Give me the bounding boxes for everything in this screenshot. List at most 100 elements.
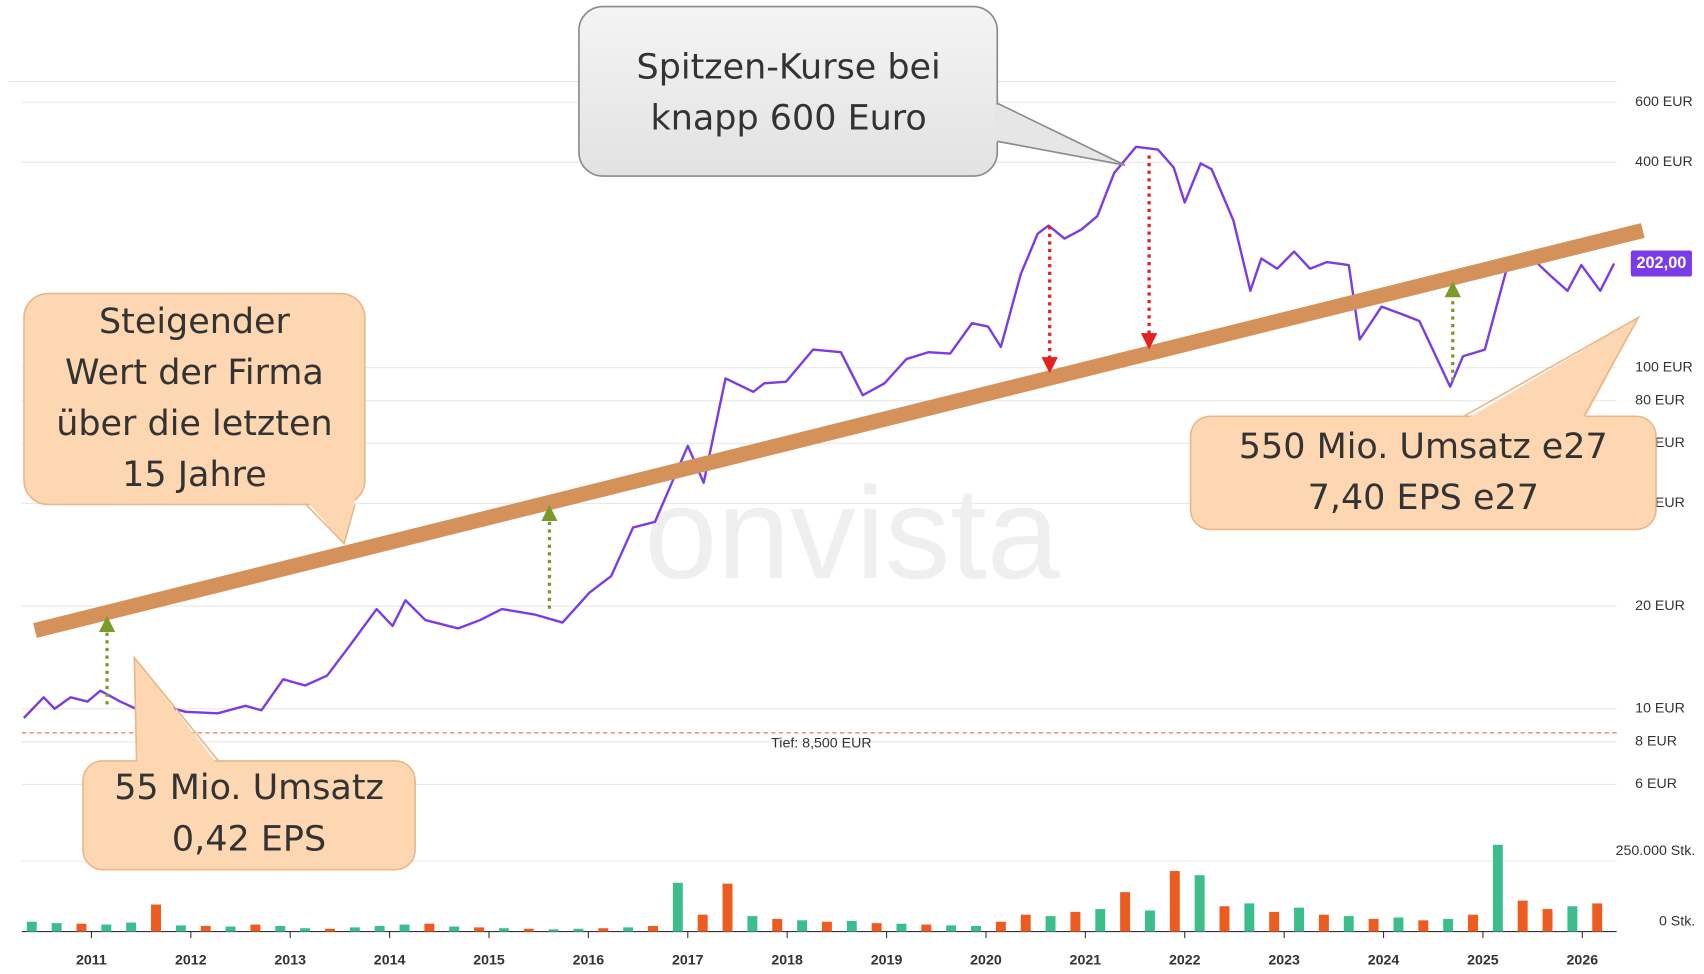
volume-bar — [498, 928, 509, 932]
x-tick-label: 2024 — [1368, 953, 1400, 969]
volume-bar — [101, 924, 112, 932]
x-tick-label: 2017 — [672, 953, 704, 969]
volume-bar — [1219, 906, 1230, 932]
callout-box — [82, 760, 416, 871]
volume-bar — [1269, 911, 1280, 932]
callout-text: 0,42 EPS — [172, 819, 326, 859]
volume-bar — [896, 923, 907, 932]
volume-bar — [1468, 914, 1478, 932]
y-tick-label: 6 EUR — [1635, 776, 1677, 792]
callout-box — [1189, 415, 1657, 531]
volume-bar — [797, 920, 808, 932]
volume-bar — [200, 925, 211, 932]
callout — [23, 292, 366, 546]
volume-tick-label: 250.000 Stk. — [1616, 843, 1696, 859]
volume-bar — [1194, 875, 1205, 932]
arrows — [98, 155, 1461, 705]
x-tick-label: 2021 — [1070, 953, 1102, 969]
callout-box — [578, 5, 999, 177]
volume-bar — [1169, 870, 1180, 932]
y-tick-label: 8 EUR — [1635, 734, 1677, 750]
volume-bar — [1294, 907, 1305, 932]
volume-bar — [821, 921, 832, 932]
volume-bar — [598, 928, 609, 932]
x-tick-label: 2022 — [1169, 953, 1201, 969]
volume-bar — [1144, 910, 1155, 932]
volume-bar — [374, 925, 385, 932]
volume-bar — [26, 921, 37, 932]
price-line — [22, 145, 1616, 719]
volume-bar — [871, 923, 882, 932]
x-tick-label: 2014 — [374, 953, 406, 969]
volume-bar — [846, 920, 857, 932]
volume-bar — [1045, 916, 1056, 932]
price-tag-label: 202,00 — [1636, 254, 1686, 272]
x-tick-label: 2013 — [274, 953, 306, 969]
volume-bar — [76, 923, 87, 932]
volume-bar — [1020, 914, 1031, 932]
volume-bar — [225, 926, 236, 932]
x-tick-label: 2015 — [473, 953, 505, 969]
y-tick-label: 80 EUR — [1635, 392, 1685, 408]
callout-text: 15 Jahre — [122, 455, 267, 495]
callout-text: knapp 600 Euro — [651, 99, 927, 139]
x-tick-label: 2023 — [1268, 953, 1300, 969]
volume-bar — [1343, 916, 1354, 932]
volume-bar — [1567, 906, 1578, 932]
y-tick-label: 600 EUR — [1635, 94, 1693, 110]
volume-bar — [921, 924, 932, 932]
x-tick-label: 2018 — [771, 953, 803, 969]
volume-bar — [275, 925, 286, 932]
callout-text: Spitzen-Kurse bei — [637, 48, 941, 88]
volume-bar — [1517, 900, 1528, 932]
low-label: Tief: 8,500 EUR — [771, 735, 871, 751]
volume-bar — [971, 925, 981, 932]
volume-bar — [1542, 909, 1553, 932]
volume-bar — [623, 927, 634, 932]
callout-tail-edge — [133, 655, 220, 762]
volume-bar — [672, 882, 683, 932]
callout-tail-edge — [305, 503, 356, 546]
watermark: onvista — [644, 460, 1060, 606]
x-tick-label: 2025 — [1467, 953, 1499, 969]
callout-text: 550 Mio. Umsatz e27 — [1239, 427, 1608, 467]
volume-tick-label: 0 Stk. — [1659, 914, 1695, 930]
volume-bar — [946, 925, 957, 932]
volume-bar — [1244, 903, 1255, 932]
trend-line — [33, 223, 1645, 638]
x-tick-label: 2012 — [175, 953, 207, 969]
volume-bar — [1393, 917, 1404, 932]
volume-bar — [399, 924, 410, 932]
volume-bar — [300, 928, 311, 932]
volume-bar — [126, 922, 137, 932]
volume-bar — [324, 928, 335, 932]
volume-bar — [1318, 914, 1329, 932]
volume-bar — [424, 923, 435, 932]
callout-text: 7,40 EPS e27 — [1308, 478, 1539, 518]
y-tick-label: 100 EUR — [1635, 359, 1693, 375]
y-tick-label: 400 EUR — [1635, 154, 1693, 170]
callout-tail-edge — [1463, 315, 1641, 418]
volume-bar — [474, 927, 485, 932]
volume-bar — [1418, 920, 1429, 932]
volume-bar — [449, 926, 460, 932]
price-tag — [1630, 250, 1692, 277]
callout-text: über die letzten — [56, 404, 332, 444]
volume-bar — [349, 927, 360, 932]
volume-bar — [995, 921, 1006, 932]
volume-bar — [722, 883, 733, 932]
volume-bar — [772, 918, 783, 932]
volume-bar — [548, 929, 559, 932]
volume-bar — [747, 916, 758, 932]
x-tick-label: 2011 — [76, 953, 107, 969]
callout-tail-edge — [996, 102, 1126, 167]
volume-bar — [1492, 844, 1503, 932]
callout-text: Wert der Firma — [65, 353, 324, 393]
volume-bar — [697, 914, 708, 932]
callout-text: 55 Mio. Umsatz — [114, 768, 384, 808]
callout-tail — [305, 500, 355, 544]
callout-box — [23, 292, 366, 506]
volume-bar — [1120, 892, 1131, 932]
